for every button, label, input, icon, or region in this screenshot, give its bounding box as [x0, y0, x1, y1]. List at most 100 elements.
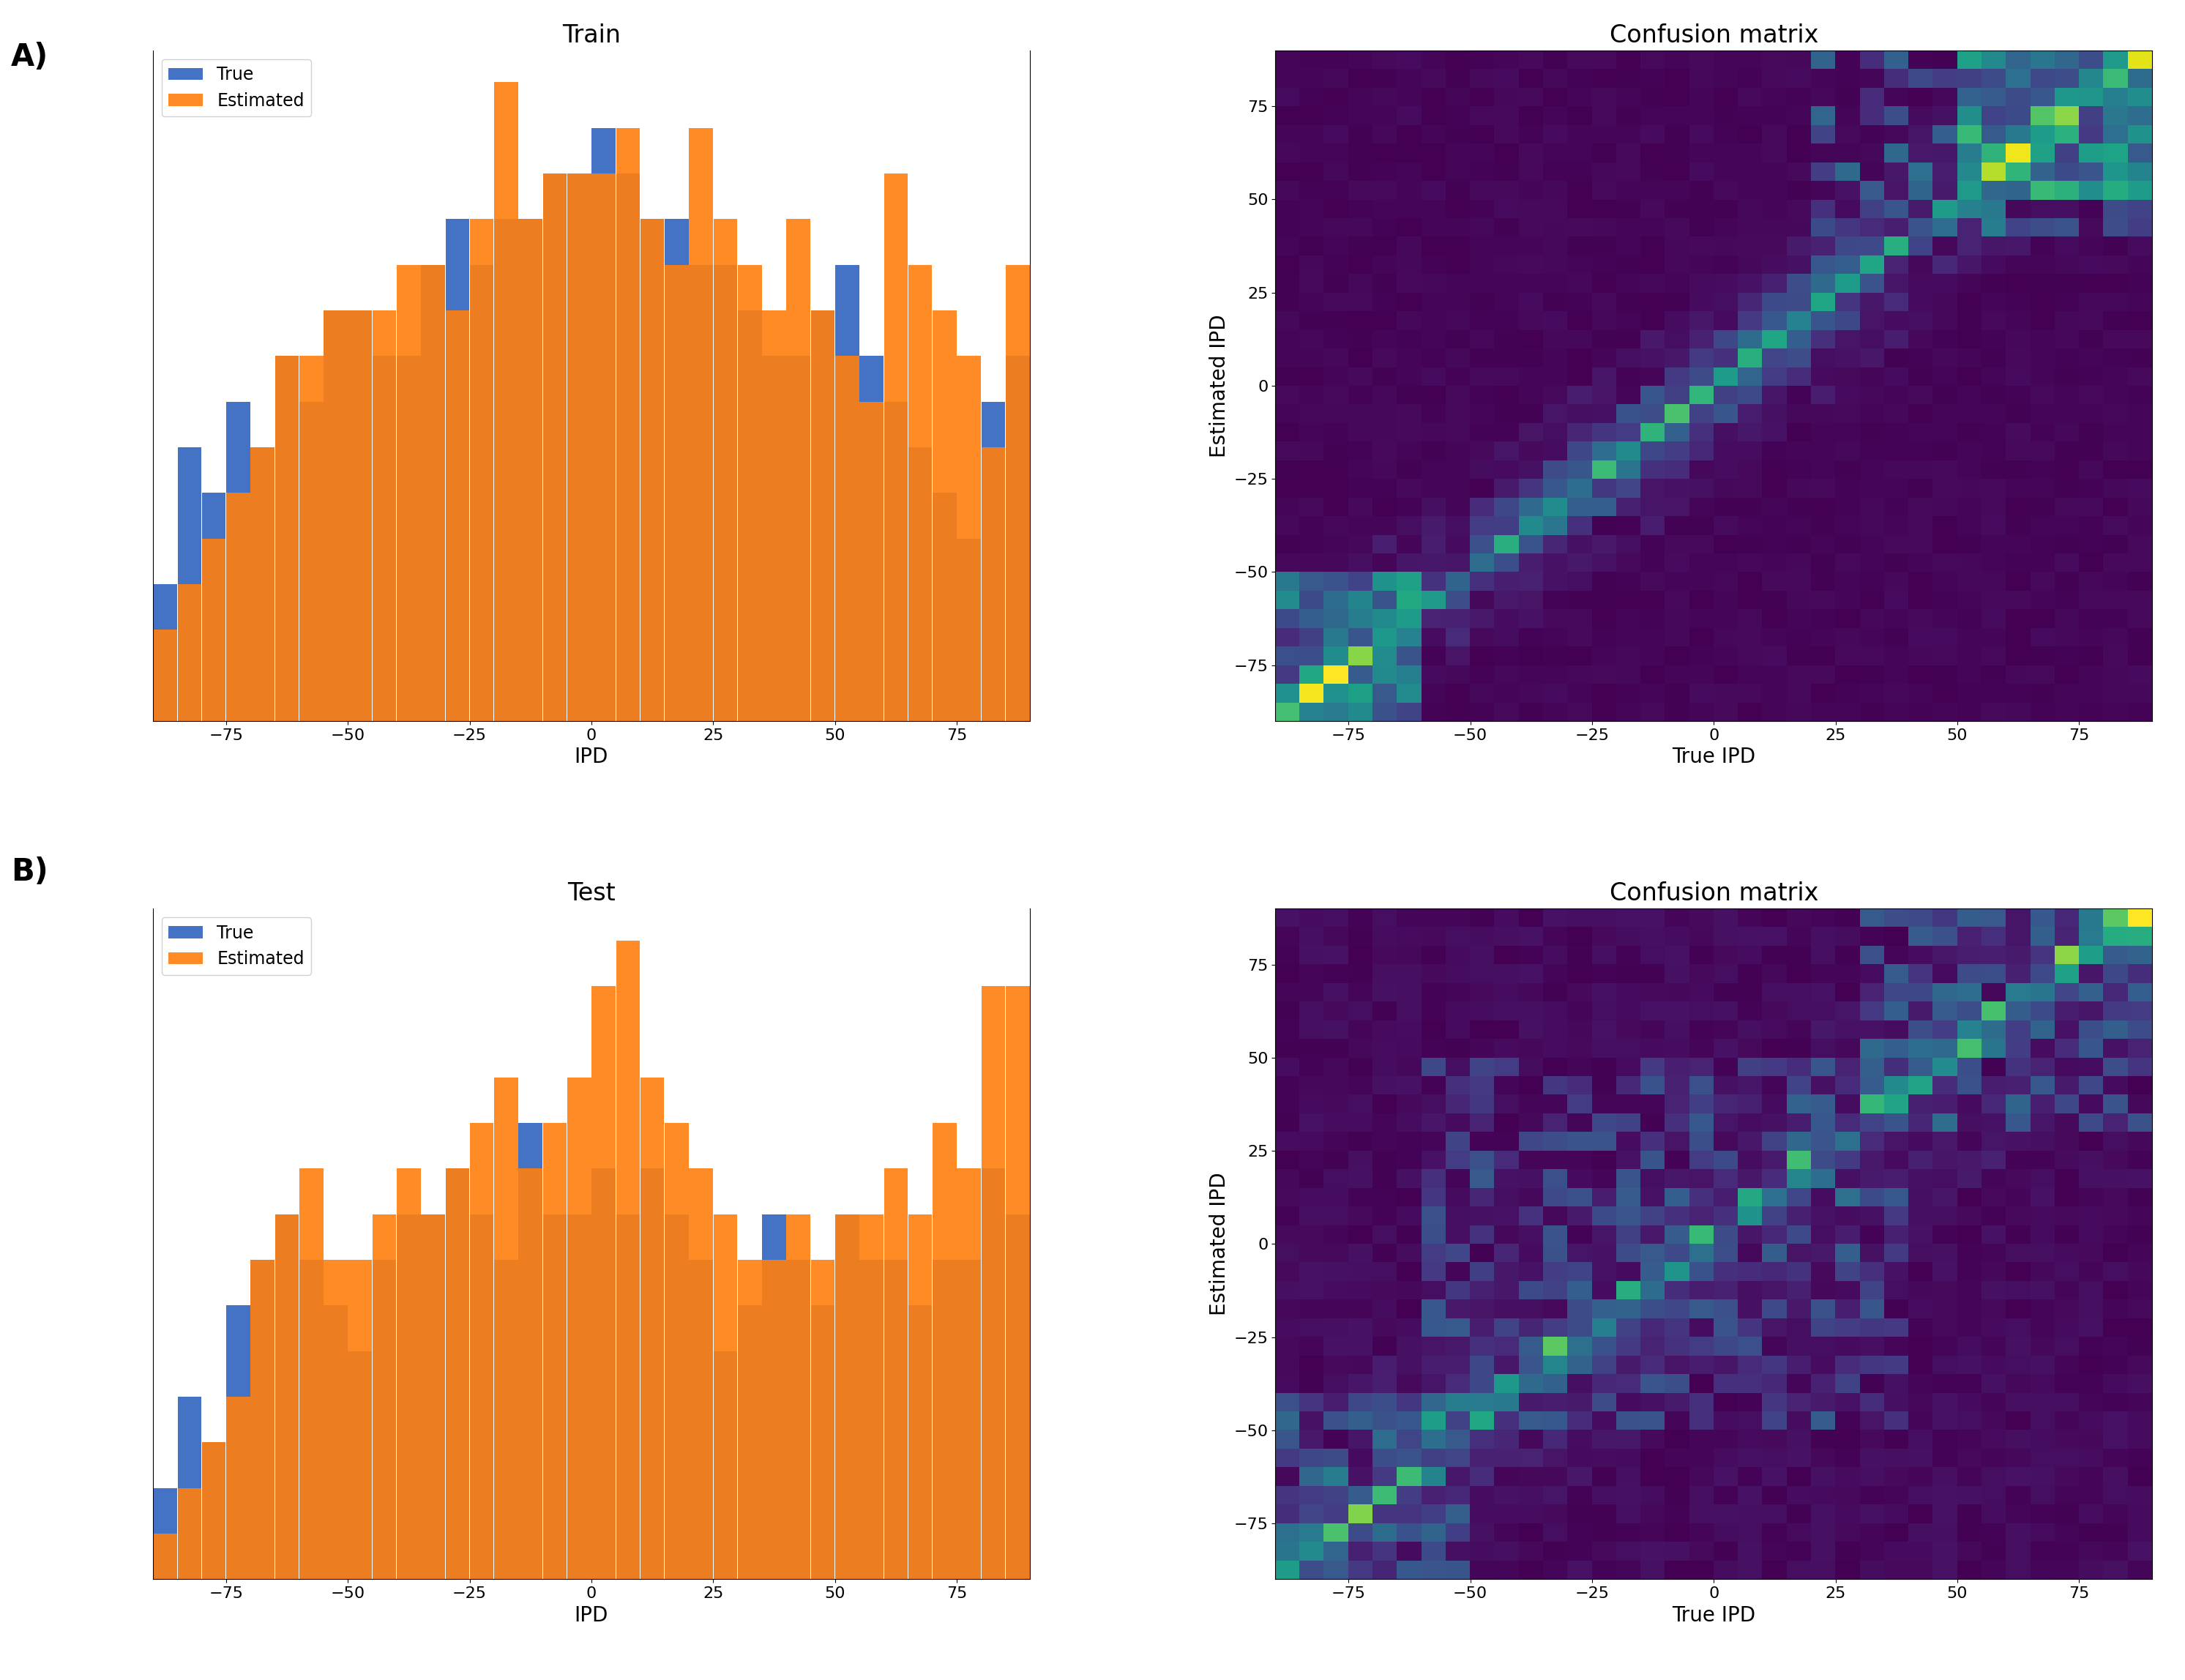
Bar: [909, 265, 933, 721]
Bar: [664, 1122, 688, 1579]
Bar: [494, 82, 518, 721]
Bar: [299, 1169, 323, 1579]
Legend: True, Estimated: True, Estimated: [162, 59, 310, 116]
Bar: [275, 1215, 299, 1579]
Bar: [568, 173, 592, 721]
Bar: [909, 1215, 933, 1579]
Bar: [688, 1260, 712, 1579]
Bar: [518, 218, 542, 721]
Bar: [568, 173, 592, 721]
Bar: [275, 1215, 299, 1579]
Y-axis label: Estimated IPD: Estimated IPD: [1208, 314, 1230, 457]
Bar: [957, 1260, 981, 1579]
Bar: [763, 311, 787, 721]
Bar: [859, 1260, 883, 1579]
Bar: [835, 265, 859, 721]
Bar: [835, 1215, 859, 1579]
Bar: [275, 356, 299, 721]
Bar: [494, 1260, 518, 1579]
Bar: [957, 1169, 981, 1579]
Bar: [201, 1443, 225, 1579]
Bar: [592, 1169, 616, 1579]
Bar: [227, 402, 249, 721]
X-axis label: True IPD: True IPD: [1672, 1604, 1755, 1626]
Bar: [371, 356, 395, 721]
Bar: [371, 311, 395, 721]
Bar: [251, 447, 275, 721]
Bar: [811, 1305, 835, 1579]
Bar: [153, 1488, 177, 1579]
Bar: [568, 1077, 592, 1579]
Bar: [1005, 265, 1029, 721]
Bar: [275, 356, 299, 721]
Bar: [714, 1351, 736, 1579]
Title: Confusion matrix: Confusion matrix: [1610, 882, 1818, 906]
Bar: [739, 265, 763, 721]
Bar: [787, 1260, 811, 1579]
Bar: [739, 1260, 763, 1579]
Bar: [470, 1215, 494, 1579]
Bar: [1005, 1215, 1029, 1579]
Bar: [933, 311, 957, 721]
Bar: [811, 311, 835, 721]
Bar: [227, 492, 249, 721]
X-axis label: IPD: IPD: [575, 746, 607, 768]
Bar: [398, 1169, 422, 1579]
Bar: [422, 265, 446, 721]
Bar: [1005, 356, 1029, 721]
Bar: [859, 1215, 883, 1579]
Bar: [398, 356, 422, 721]
Bar: [371, 1260, 395, 1579]
Bar: [299, 1260, 323, 1579]
Legend: True, Estimated: True, Estimated: [162, 917, 310, 974]
Bar: [714, 265, 736, 721]
Bar: [688, 265, 712, 721]
Bar: [251, 1260, 275, 1579]
Bar: [347, 1351, 371, 1579]
Bar: [398, 1215, 422, 1579]
Bar: [664, 218, 688, 721]
Bar: [470, 1122, 494, 1579]
Bar: [177, 447, 201, 721]
Text: A): A): [11, 42, 48, 72]
Bar: [542, 1122, 566, 1579]
Bar: [787, 218, 811, 721]
Bar: [885, 1260, 907, 1579]
Bar: [981, 402, 1005, 721]
Bar: [664, 1215, 688, 1579]
Bar: [299, 356, 323, 721]
Bar: [787, 356, 811, 721]
Bar: [688, 128, 712, 721]
Bar: [422, 1215, 446, 1579]
Bar: [201, 492, 225, 721]
Bar: [398, 265, 422, 721]
Bar: [640, 218, 664, 721]
Bar: [371, 1215, 395, 1579]
Bar: [542, 173, 566, 721]
Bar: [714, 218, 736, 721]
Bar: [323, 1305, 347, 1579]
Bar: [859, 402, 883, 721]
Bar: [885, 402, 907, 721]
Bar: [885, 173, 907, 721]
Bar: [835, 1215, 859, 1579]
Bar: [323, 1260, 347, 1579]
Bar: [859, 356, 883, 721]
Bar: [640, 1169, 664, 1579]
Bar: [422, 265, 446, 721]
Bar: [811, 311, 835, 721]
Bar: [201, 539, 225, 721]
Bar: [494, 1077, 518, 1579]
Bar: [153, 1534, 177, 1579]
Bar: [664, 265, 688, 721]
Bar: [446, 218, 470, 721]
Bar: [542, 173, 566, 721]
Bar: [616, 941, 640, 1579]
Bar: [763, 1260, 787, 1579]
Bar: [299, 402, 323, 721]
Bar: [153, 630, 177, 721]
Bar: [542, 1215, 566, 1579]
Bar: [933, 492, 957, 721]
Bar: [957, 539, 981, 721]
Bar: [347, 311, 371, 721]
